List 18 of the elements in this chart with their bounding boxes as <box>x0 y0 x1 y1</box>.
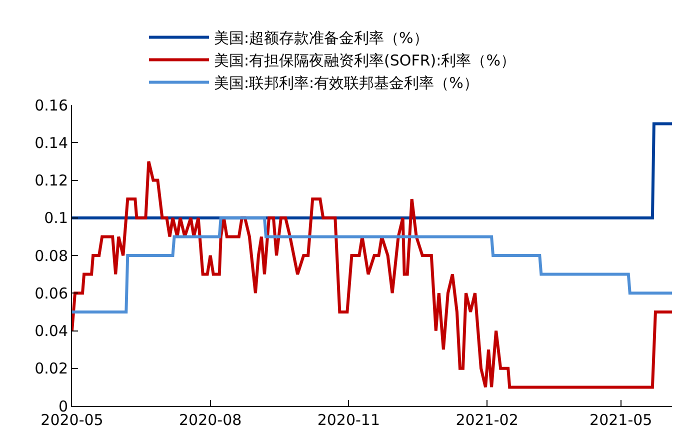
y-tick-label: 0.02 <box>34 360 68 378</box>
x-tick-label: 2021-05 <box>590 411 652 429</box>
x-tick-label: 2020-05 <box>40 411 104 429</box>
y-tick-label: 0.16 <box>34 96 68 114</box>
x-tick-label: 2020-11 <box>317 411 380 429</box>
y-tick-label: 0.04 <box>34 322 68 340</box>
y-tick-label: 0.1 <box>44 209 68 228</box>
y-tick-label: 0.14 <box>34 134 68 152</box>
x-tick-label: 2020-08 <box>179 411 242 429</box>
y-tick-label: 0.12 <box>34 172 68 190</box>
x-tick-label: 2021-02 <box>456 411 518 429</box>
y-tick-label: 0.06 <box>34 284 68 302</box>
line-series <box>72 216 672 314</box>
legend-label: 美国:联邦利率:有效联邦基金利率（%） <box>214 74 478 92</box>
line-series <box>72 160 672 389</box>
legend-label: 美国:超额存款准备金利率（%） <box>214 29 428 48</box>
legend-label: 美国:有担保隔夜融资利率(SOFR):利率（%） <box>214 52 516 70</box>
y-tick-label: 0.08 <box>34 246 68 265</box>
